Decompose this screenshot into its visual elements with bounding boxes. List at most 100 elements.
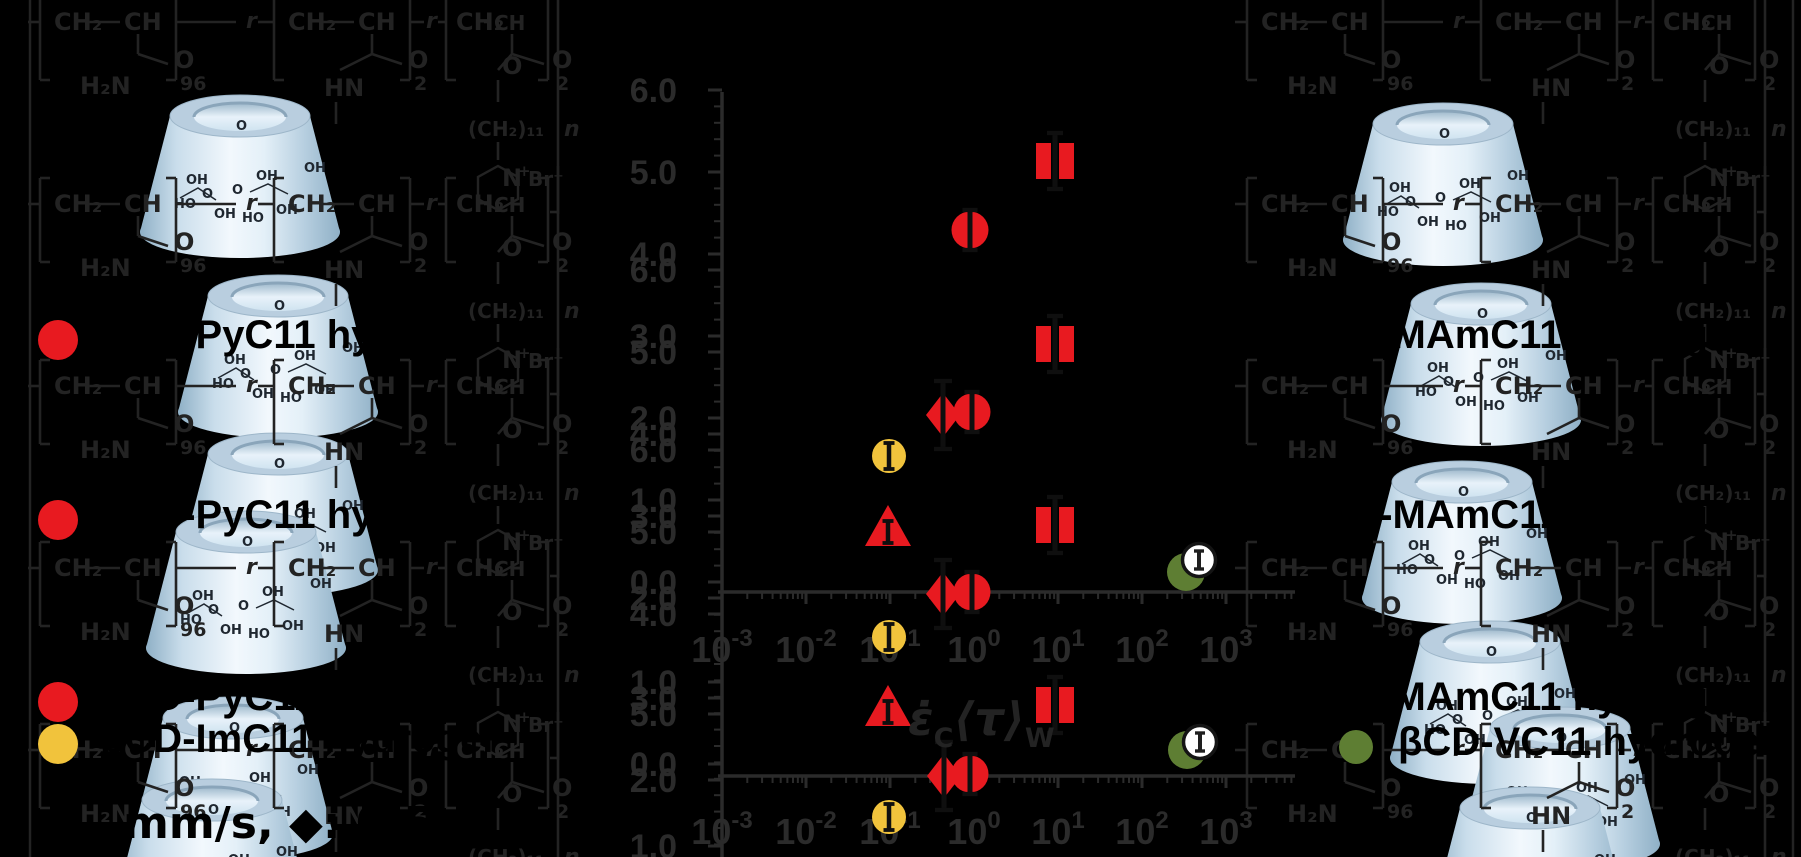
- formula-text: H₂N: [1287, 436, 1338, 464]
- formula-text: O: [174, 228, 194, 256]
- formula-text: CH: [494, 557, 525, 581]
- bucket-chem-mark: HO: [1377, 205, 1399, 220]
- formula-text: +: [1725, 344, 1738, 362]
- formula-text: CH: [1331, 190, 1369, 218]
- y-tick-label: 4.0: [630, 236, 677, 274]
- bucket-chem-mark: OH: [276, 845, 298, 857]
- formula-text: CH₂: [1261, 736, 1309, 764]
- formula-text: O: [1709, 780, 1729, 808]
- formula-text: CH₂: [1495, 736, 1543, 764]
- formula-text: 2: [1763, 619, 1776, 641]
- formula-text: +: [1725, 162, 1738, 180]
- bucket-chem-mark: HO: [1445, 219, 1467, 234]
- formula-text: r: [426, 373, 438, 398]
- bucket-chem-mark: OH: [304, 161, 326, 176]
- formula-text: HN: [324, 256, 364, 284]
- formula-text: r: [426, 9, 438, 34]
- formula-text: H₂N: [80, 800, 131, 828]
- x-tick-label: 10-2: [775, 625, 836, 670]
- bucket-chem-mark: O: [270, 363, 281, 378]
- bucket-chem-mark: OH: [1417, 215, 1439, 230]
- x-tick-label: 102: [1115, 807, 1168, 852]
- formula-text: O: [1759, 774, 1779, 802]
- formula-text: 96: [1387, 255, 1413, 277]
- bucket-chem-mark: OH: [1427, 361, 1449, 376]
- bucket-chem-mark: O: [1435, 191, 1446, 206]
- formula-text: 2: [1763, 437, 1776, 459]
- bucket-chem-mark: O: [242, 535, 253, 550]
- formula-text: r: [1453, 191, 1465, 216]
- formula-text: r: [1453, 373, 1465, 398]
- y-tick-label: 2.0: [630, 762, 677, 800]
- formula-text: O: [1615, 46, 1635, 74]
- formula-text: CH₂: [456, 372, 504, 400]
- markers: [865, 130, 1219, 834]
- formula-text: O: [552, 228, 572, 256]
- formula-text: r: [1633, 191, 1645, 216]
- bucket-chem-mark: OH: [1497, 357, 1519, 372]
- x-tick-label: 103: [1199, 625, 1252, 670]
- y-tick-label: 6.0: [630, 432, 677, 470]
- formula-text: 2: [1763, 801, 1776, 823]
- formula-text: r: [1633, 9, 1645, 34]
- formula-text: O: [1709, 234, 1729, 262]
- formula-text: O: [502, 780, 522, 808]
- formula-text: O: [552, 410, 572, 438]
- bucket-chem-mark: OH: [1506, 695, 1528, 710]
- formula-text: N: [1709, 346, 1729, 374]
- formula-text: CH₂: [288, 190, 336, 218]
- formula-text: 2: [556, 801, 569, 823]
- y-tick-label: 4.0: [630, 416, 677, 454]
- bucket-chem-mark: O: [232, 183, 243, 198]
- formula-text: CH: [1701, 739, 1732, 763]
- y-tick-label: 6.0: [630, 252, 677, 290]
- formula-text: O: [408, 228, 428, 256]
- formula-text: O: [502, 416, 522, 444]
- formula-text: O: [1381, 592, 1401, 620]
- formula-text: O: [1381, 228, 1401, 256]
- formula-text: r: [1633, 373, 1645, 398]
- formula-text: CH: [1331, 736, 1369, 764]
- formula-text: O: [174, 592, 194, 620]
- formula-text: CH: [124, 736, 162, 764]
- y-tick-label: 3.0: [630, 680, 677, 718]
- bucket-chem-mark: HO: [1424, 723, 1446, 738]
- bucket-chem-mark: OH: [186, 173, 208, 188]
- formula-text: CH: [358, 8, 396, 36]
- formula-text: O: [1381, 410, 1401, 438]
- formula-text: r: [246, 555, 258, 580]
- formula-text: HN: [324, 802, 364, 830]
- bucket-chem-mark: OH: [192, 589, 214, 604]
- y-tick-label: 1.0: [630, 482, 677, 520]
- bucket-chem-mark: OH: [1436, 573, 1458, 588]
- formula-text: CH₂: [1261, 190, 1309, 218]
- formula-text: 2: [414, 437, 427, 459]
- formula-text: O: [408, 592, 428, 620]
- formula-text: (CH₂)₁₁: [1675, 481, 1751, 505]
- formula-text: 96: [180, 437, 206, 459]
- formula-text: CH: [494, 11, 525, 35]
- formula-text: CH₂: [456, 736, 504, 764]
- formula-text: CH₂: [1495, 372, 1543, 400]
- bucket-chem-mark: HO: [1483, 399, 1505, 414]
- formula-text: H₂N: [1287, 618, 1338, 646]
- bucket-chem-mark: OH: [342, 341, 364, 356]
- formula-text: N: [502, 528, 522, 556]
- formula-text: CH: [124, 554, 162, 582]
- formula-text: 2: [1621, 619, 1634, 641]
- bucket-chem-mark: OH: [1554, 687, 1576, 702]
- formula-text: n: [1771, 117, 1787, 142]
- formula-text: 96: [1387, 801, 1413, 823]
- formula-text: CH: [1701, 11, 1732, 35]
- bucket-chem-mark: O: [236, 119, 247, 134]
- formula-text: 2: [556, 437, 569, 459]
- formula-text: CH: [1565, 372, 1603, 400]
- formula-text: n: [564, 299, 580, 324]
